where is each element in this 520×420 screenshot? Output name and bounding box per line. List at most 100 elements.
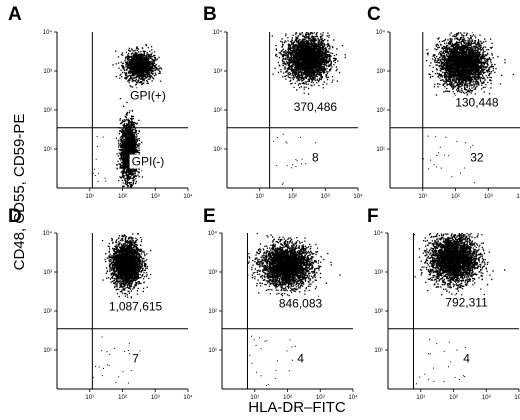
y-tick-label: 10³: [213, 69, 222, 75]
panel-f: 10⁴ 10³ 10² 10¹ 10¹ 10² 10³ 10⁴ F 792,311 4: [367, 206, 520, 401]
y-tick-label: 10³: [43, 270, 52, 276]
y-tick-label: 10²: [43, 108, 52, 114]
y-tick-label: 10⁴: [374, 230, 384, 237]
panel-letter: C: [367, 4, 381, 25]
x-tick-label: 10²: [118, 395, 127, 401]
event-dots: [247, 233, 341, 301]
sparse-events: [423, 135, 476, 184]
x-tick-label: 10⁴: [516, 193, 520, 200]
event-dots: [101, 233, 152, 299]
x-tick-label: 10¹: [416, 395, 425, 401]
event-dots: [271, 32, 346, 95]
quadrant-count-label: GPI(-): [132, 155, 165, 169]
x-tick-label: 10²: [118, 194, 127, 200]
event-cluster: [271, 32, 346, 95]
y-axis-title: CD48, CD55, CD59-PE: [11, 114, 28, 271]
quadrant-count-label: 32: [470, 151, 484, 165]
y-tick-label: 10⁴: [213, 29, 223, 36]
label-background: [295, 351, 306, 366]
y-tick-label: 10¹: [213, 147, 222, 153]
panel-a: 10⁴ 10³ 10² 10¹ 10¹ 10² 10³ 10⁴ A GPI(+) GPI(-): [8, 4, 193, 200]
event-dots: [413, 233, 506, 297]
event-dots: [112, 43, 163, 188]
x-tick-label: 10³: [484, 194, 493, 200]
quadrant-count-label: 8: [312, 151, 319, 165]
quadrant-count-label: 370,486: [294, 100, 338, 114]
panel-b: 10⁴ 10³ 10² 10¹ 10¹ 10² 10³ 10⁴ B 370,486 8: [203, 4, 363, 200]
y-tick-label: 10⁴: [43, 29, 53, 36]
x-tick-label: 10¹: [255, 194, 264, 200]
x-tick-label: 10⁴: [183, 394, 193, 401]
x-tick-label: 10²: [451, 194, 460, 200]
label-background: [128, 88, 168, 103]
event-cluster: [112, 43, 163, 89]
sparse-events: [415, 338, 466, 385]
label-background: [291, 100, 340, 114]
panel-letter: B: [203, 4, 217, 25]
y-tick-label: 10¹: [43, 147, 52, 153]
x-tick-label: 10³: [151, 395, 160, 401]
y-tick-label: 10²: [43, 309, 52, 315]
event-cluster: [115, 97, 148, 188]
panel-d: 10⁴ 10³ 10² 10¹ 10¹ 10² 10³ 10⁴ D 1,087,615 7: [8, 206, 193, 401]
x-tick-label: 10³: [151, 194, 160, 200]
label-background: [453, 95, 501, 110]
y-tick-label: 10²: [213, 108, 222, 114]
sparse-events: [249, 335, 296, 386]
event-dots: [426, 32, 514, 104]
quadrant-count-label: 792,311: [445, 295, 488, 309]
panel-letter: A: [8, 4, 22, 25]
label-background: [310, 150, 321, 165]
x-tick-label: 10¹: [85, 395, 94, 401]
label-background: [461, 351, 472, 366]
y-tick-label: 10⁴: [43, 230, 53, 237]
quadrant-count-label: 130,448: [455, 96, 499, 110]
x-axis-title: HLA-DR–FITC: [248, 399, 346, 416]
x-tick-label: 10³: [321, 194, 330, 200]
x-tick-label: 10⁴: [183, 193, 193, 200]
x-tick-label: 10²: [283, 395, 292, 401]
quadrant-count-label: 1,087,615: [109, 299, 163, 313]
y-tick-label: 10²: [374, 309, 383, 315]
x-tick-label: 10¹: [418, 194, 427, 200]
label-background: [106, 299, 165, 314]
x-tick-label: 10²: [288, 194, 297, 200]
panel-e: 10⁴ 10³ 10² 10¹ 10¹ 10² 10³ 10⁴ E 846,083 4: [203, 206, 358, 401]
quadrant-count-label: 7: [132, 352, 139, 366]
x-tick-label: 10⁴: [348, 394, 358, 401]
y-tick-label: 10³: [374, 270, 383, 276]
event-cluster: [413, 233, 506, 297]
x-tick-label: 10³: [482, 395, 491, 401]
y-tick-label: 10¹: [376, 147, 385, 153]
y-tick-label: 10³: [376, 69, 385, 75]
quadrant-count-label: 846,083: [279, 297, 323, 311]
label-background: [276, 296, 325, 311]
quadrant-count-label: 4: [297, 352, 304, 366]
x-tick-label: 10¹: [250, 395, 259, 401]
x-tick-label: 10³: [316, 395, 325, 401]
label-background: [468, 150, 486, 165]
label-background: [129, 154, 167, 169]
y-tick-label: 10³: [43, 69, 52, 75]
panel-c: 10⁴ 10³ 10² 10¹ 10¹ 10² 10³ 10⁴ C 130,448 32: [367, 4, 520, 200]
label-background: [130, 351, 141, 366]
y-tick-label: 10⁴: [208, 230, 218, 237]
event-cluster: [101, 233, 152, 299]
panel-letter: E: [203, 206, 216, 227]
y-tick-label: 10¹: [374, 348, 383, 354]
y-tick-label: 10²: [376, 108, 385, 114]
sparse-events: [273, 133, 319, 185]
quadrant-count-label: 4: [463, 352, 470, 366]
x-tick-label: 10⁴: [514, 394, 520, 401]
y-tick-label: 10⁴: [376, 29, 386, 36]
panel-letter: F: [367, 206, 379, 227]
quadrant-count-label: GPI(+): [130, 88, 166, 102]
panel-letter: D: [8, 206, 22, 227]
y-tick-label: 10¹: [208, 348, 217, 354]
x-tick-label: 10¹: [85, 194, 94, 200]
label-background: [443, 295, 490, 310]
event-cluster: [426, 32, 514, 104]
y-tick-label: 10²: [208, 309, 217, 315]
